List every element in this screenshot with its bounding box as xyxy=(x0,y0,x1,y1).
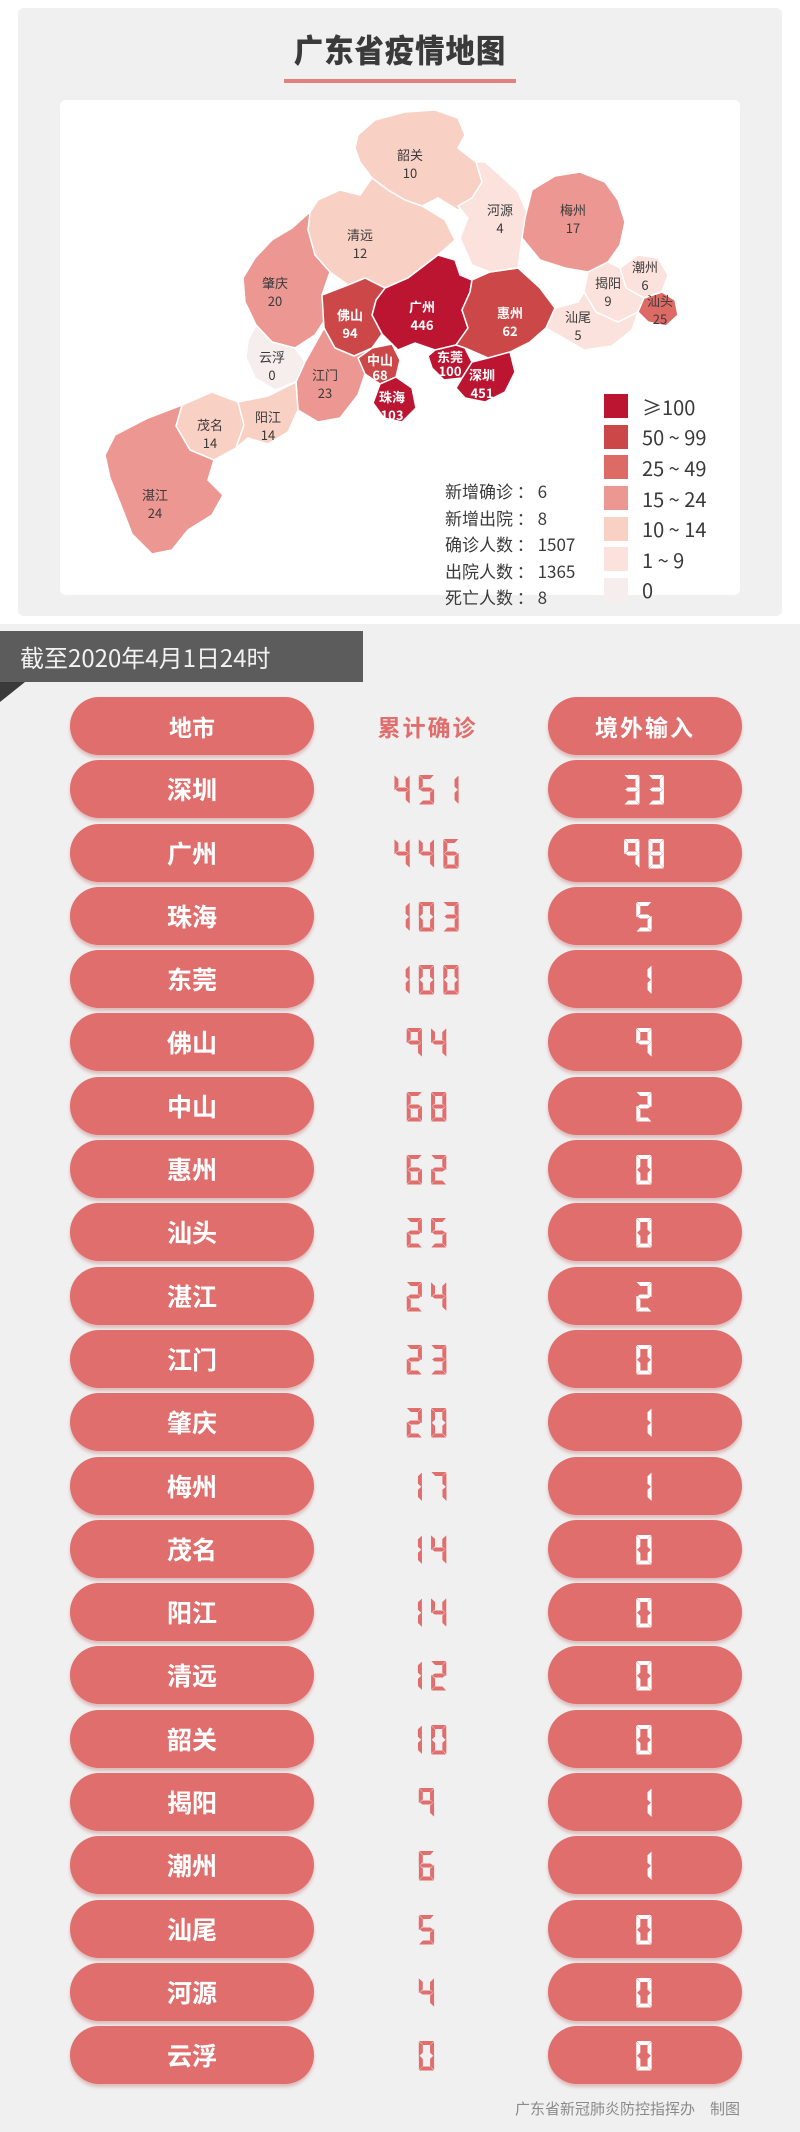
svg-text:湛江: 湛江 xyxy=(142,485,168,504)
svg-text:韶关: 韶关 xyxy=(397,145,423,164)
svg-text:14: 14 xyxy=(203,433,217,452)
svg-text:14: 14 xyxy=(261,425,275,444)
svg-text:20: 20 xyxy=(268,291,282,310)
svg-text:446: 446 xyxy=(410,315,433,334)
svg-text:江门: 江门 xyxy=(312,365,338,384)
svg-text:4: 4 xyxy=(496,218,503,237)
svg-text:103: 103 xyxy=(380,405,403,424)
svg-text:梅州: 梅州 xyxy=(560,200,586,219)
svg-text:12: 12 xyxy=(353,243,367,262)
svg-text:24: 24 xyxy=(148,503,162,522)
svg-text:100: 100 xyxy=(438,361,461,380)
svg-text:5: 5 xyxy=(574,325,581,344)
svg-text:0: 0 xyxy=(268,365,275,384)
svg-text:佛山: 佛山 xyxy=(337,305,363,324)
svg-text:惠州: 惠州 xyxy=(497,303,523,322)
svg-text:9: 9 xyxy=(604,291,611,310)
svg-text:深圳: 深圳 xyxy=(469,365,495,384)
svg-text:23: 23 xyxy=(318,383,332,402)
svg-text:广州: 广州 xyxy=(409,297,435,316)
svg-text:10: 10 xyxy=(403,163,417,182)
svg-text:汕尾: 汕尾 xyxy=(565,307,591,326)
svg-text:汕头: 汕头 xyxy=(647,291,673,310)
svg-text:451: 451 xyxy=(470,383,493,402)
svg-text:潮州: 潮州 xyxy=(632,257,658,276)
svg-text:阳江: 阳江 xyxy=(255,407,281,426)
svg-text:62: 62 xyxy=(502,321,517,340)
svg-text:揭阳: 揭阳 xyxy=(595,273,621,292)
svg-text:25: 25 xyxy=(653,309,667,328)
svg-text:珠海: 珠海 xyxy=(379,387,405,406)
svg-text:茂名: 茂名 xyxy=(197,415,223,434)
svg-text:河源: 河源 xyxy=(487,200,513,219)
svg-text:清远: 清远 xyxy=(347,225,373,244)
svg-text:68: 68 xyxy=(372,365,388,384)
svg-text:17: 17 xyxy=(566,218,580,237)
svg-text:肇庆: 肇庆 xyxy=(262,273,288,292)
svg-text:云浮: 云浮 xyxy=(259,347,285,366)
svg-text:94: 94 xyxy=(342,323,358,342)
